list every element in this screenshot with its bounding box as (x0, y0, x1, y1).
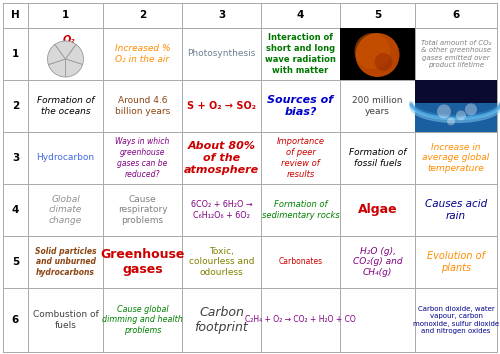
Text: 2: 2 (139, 11, 146, 21)
Text: Formation of
sedimentary rocks: Formation of sedimentary rocks (262, 200, 340, 220)
Circle shape (456, 110, 466, 120)
Wedge shape (66, 59, 82, 77)
Circle shape (374, 53, 392, 71)
Circle shape (354, 33, 390, 69)
Circle shape (465, 103, 477, 115)
Bar (340, 28, 415, 80)
Text: Importance
of peer
review of
results: Importance of peer review of results (276, 137, 324, 179)
Wedge shape (66, 45, 84, 64)
Text: 5: 5 (12, 257, 19, 267)
Text: 5: 5 (374, 11, 381, 21)
Text: Increased %
O₂ in the air: Increased % O₂ in the air (115, 44, 170, 64)
Wedge shape (48, 59, 66, 77)
Text: Sources of
bias?: Sources of bias? (268, 95, 334, 117)
Text: 200 million
years: 200 million years (352, 96, 403, 116)
Text: S + O₂ → SO₂: S + O₂ → SO₂ (187, 101, 256, 111)
Text: O₂: O₂ (62, 35, 75, 45)
Text: Hydrocarbon: Hydrocarbon (36, 154, 94, 162)
Text: Formation of
the oceans: Formation of the oceans (37, 96, 94, 116)
Text: Total amount of CO₂
& other greenhouse
gases emitted over
product lifetime: Total amount of CO₂ & other greenhouse g… (421, 40, 491, 68)
Text: 3: 3 (218, 11, 225, 21)
Text: Carbon
footprint: Carbon footprint (194, 306, 248, 334)
Bar (415, 80, 497, 103)
Text: Cause
respiratory
problems: Cause respiratory problems (118, 195, 168, 225)
Text: 4: 4 (297, 11, 304, 21)
Circle shape (356, 33, 400, 77)
Text: 3: 3 (12, 153, 19, 163)
Bar (415, 103, 497, 132)
Text: 4: 4 (12, 205, 19, 215)
Text: Photosynthesis: Photosynthesis (188, 50, 256, 58)
Text: About 80%
of the
atmosphere: About 80% of the atmosphere (184, 141, 259, 175)
Text: 6: 6 (12, 315, 19, 325)
Circle shape (437, 104, 451, 118)
Text: Formation of
fossil fuels: Formation of fossil fuels (349, 148, 406, 168)
Text: 1: 1 (12, 49, 19, 59)
Text: Algae: Algae (358, 204, 398, 217)
Wedge shape (48, 45, 66, 64)
Text: 2: 2 (12, 101, 19, 111)
Text: C₂H₄ + O₂ → CO₂ + H₂O + CO: C₂H₄ + O₂ → CO₂ + H₂O + CO (245, 315, 356, 325)
Text: H: H (11, 11, 20, 21)
Text: Interaction of
short and long
wave radiation
with matter: Interaction of short and long wave radia… (265, 33, 336, 75)
Text: 6: 6 (452, 11, 460, 21)
Text: Increase in
average global
temperature: Increase in average global temperature (422, 143, 490, 173)
Text: Cause global
dimming and health
problems: Cause global dimming and health problems (102, 305, 183, 335)
Text: Combustion of
fuels: Combustion of fuels (32, 310, 98, 330)
Text: Causes acid
rain: Causes acid rain (425, 199, 487, 221)
Text: Global
climate
change: Global climate change (49, 195, 82, 225)
Text: Ways in which
greenhouse
gases can be
reduced?: Ways in which greenhouse gases can be re… (116, 137, 170, 179)
Text: H₂O (g),
CO₂(g) and
CH₄(g): H₂O (g), CO₂(g) and CH₄(g) (352, 247, 403, 277)
Text: Solid particles
and unburned
hydrocarbons: Solid particles and unburned hydrocarbon… (35, 247, 96, 277)
Text: 1: 1 (62, 11, 69, 21)
Text: Toxic,
colourless and
odourless: Toxic, colourless and odourless (189, 247, 254, 277)
Text: Carbonates: Carbonates (278, 257, 322, 267)
Text: Carbon dioxide, water
vapour, carbon
monoxide, sulfur dioxide
and nitrogen oxide: Carbon dioxide, water vapour, carbon mon… (413, 306, 499, 334)
Text: Evolution of
plants: Evolution of plants (427, 251, 485, 273)
Text: 6CO₂ + 6H₂O →
C₆H₁₂O₆ + 6O₂: 6CO₂ + 6H₂O → C₆H₁₂O₆ + 6O₂ (190, 200, 252, 220)
Text: Around 4.6
billion years: Around 4.6 billion years (115, 96, 170, 116)
Text: Greenhouse
gases: Greenhouse gases (100, 248, 184, 276)
Circle shape (447, 118, 455, 125)
Wedge shape (55, 41, 76, 59)
